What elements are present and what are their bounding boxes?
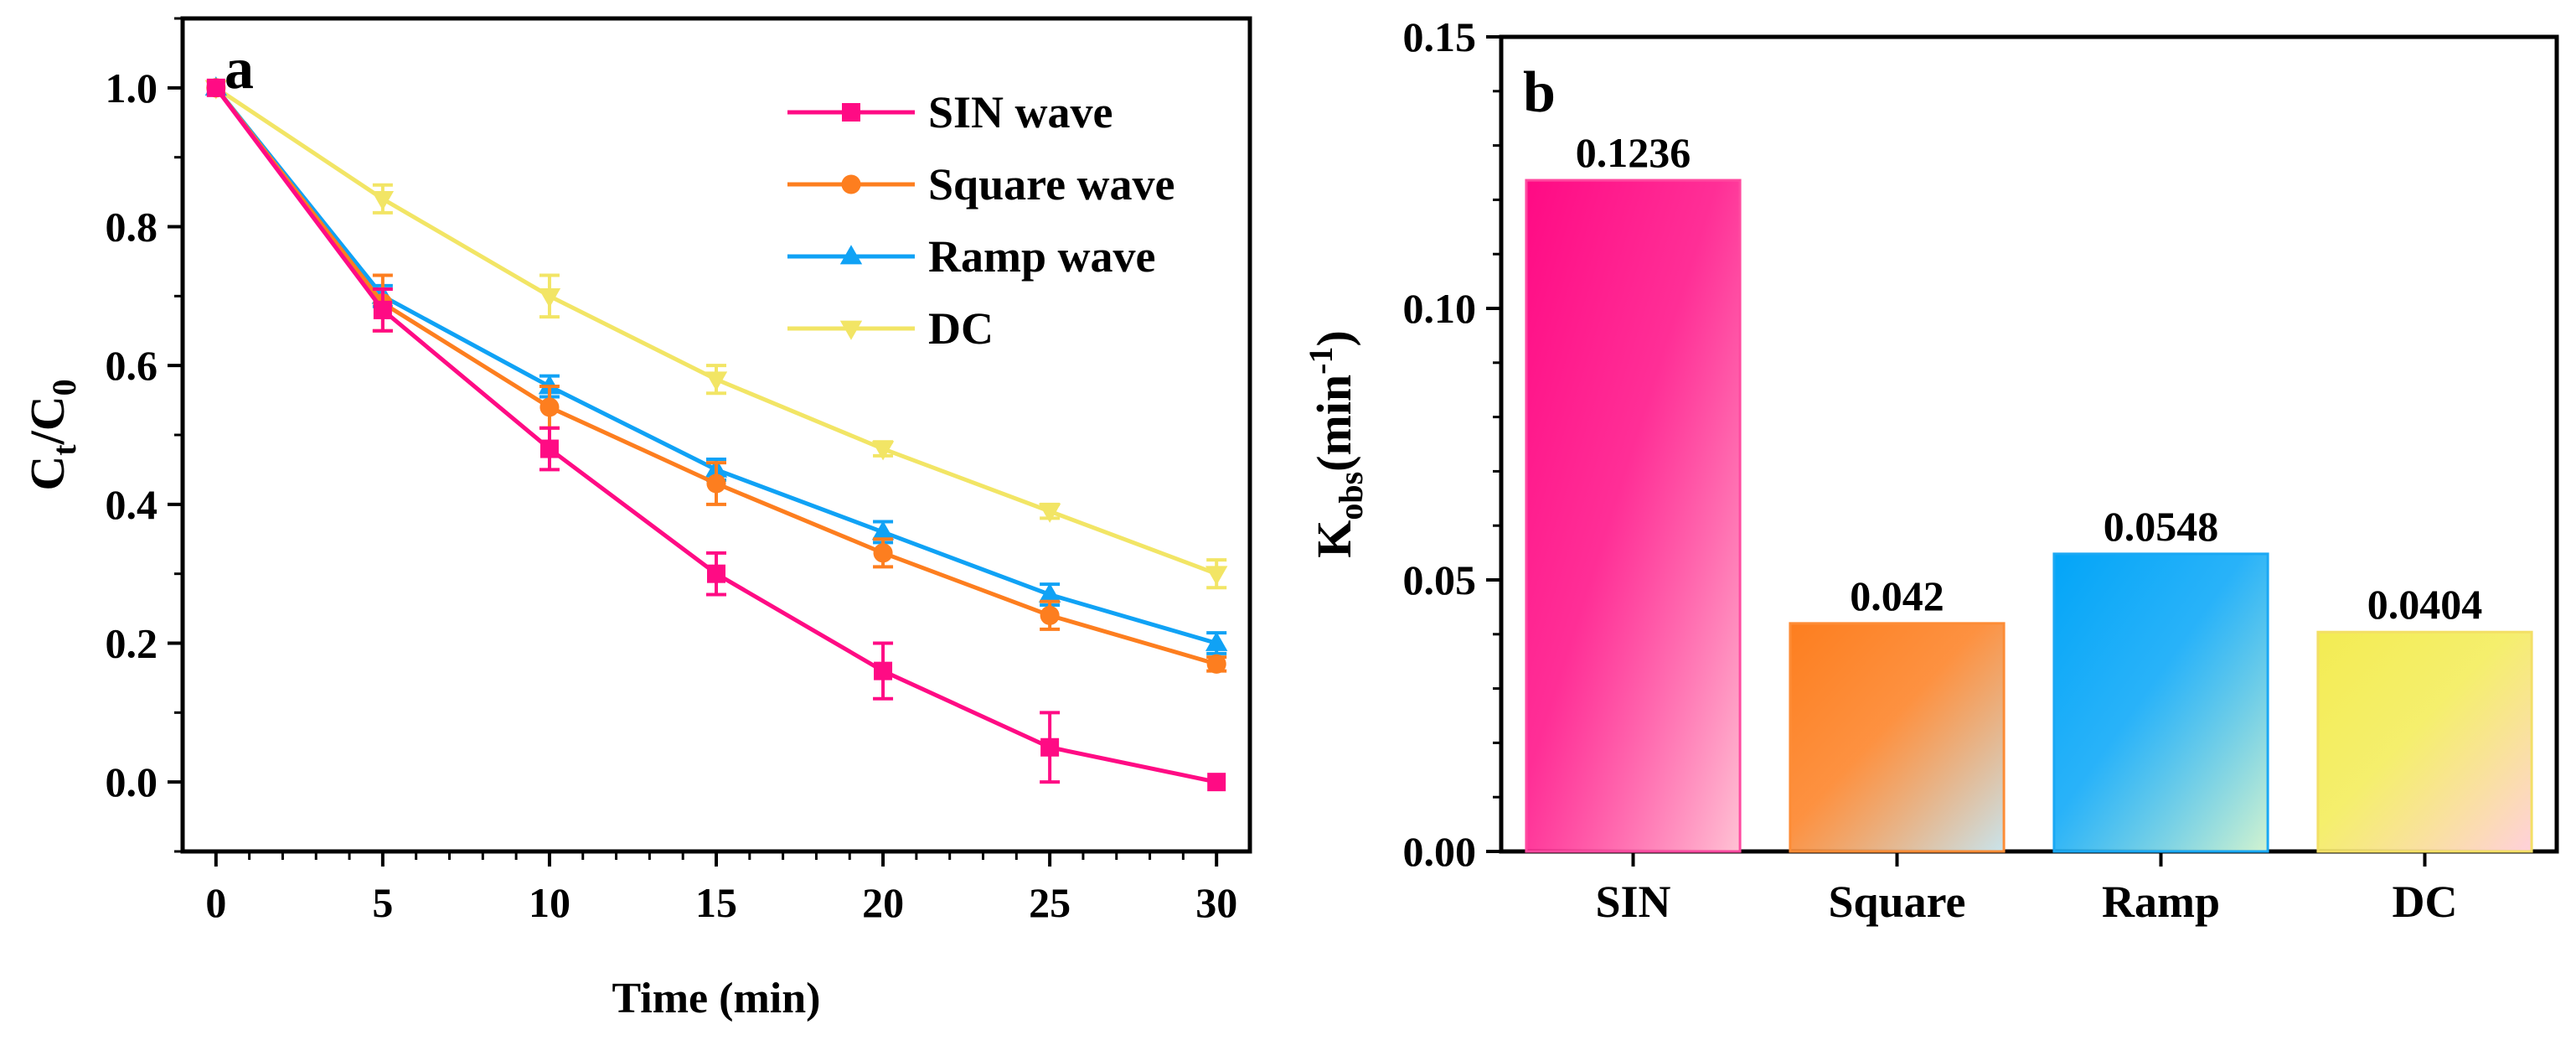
ylabel-sub-t: t [45,444,83,456]
data-marker [1206,654,1226,674]
y-tick-label: 0.00 [1403,828,1477,875]
y-tick-label: 0.0 [106,758,158,805]
x-tick-label: DC [2393,877,2458,927]
data-marker [539,397,560,417]
legend-label: Square wave [928,159,1175,210]
data-marker [871,441,895,461]
legend-entry: Square wave [787,159,1175,210]
data-marker [206,78,225,97]
data-marker [1205,566,1228,586]
y-tick-label: 0.2 [106,620,158,667]
y-tick-label: 1.0 [106,65,158,111]
ylabel-c: C [20,456,75,491]
bar-square [1789,622,2006,853]
panel-a-label: a [225,37,254,101]
data-marker [707,564,725,583]
y-tick-label: 0.05 [1403,556,1477,603]
panel-b-bars: 0.1236 0.042 0.0548 0.0404 [1525,129,2533,853]
data-marker [539,439,559,458]
data-marker [705,371,728,391]
y-tick-label: 0.6 [106,342,158,389]
y-tick-label: 0.4 [106,481,158,528]
ylabel-k: K [1307,520,1361,558]
ylabel-unit: (min [1307,375,1361,472]
bar-value-label: 0.042 [1850,572,1944,619]
x-tick-label: 30 [1195,879,1237,926]
legend-label: DC [928,303,994,354]
data-marker [871,520,895,541]
y-tick-label: 0.10 [1403,285,1477,332]
legend-entry: DC [787,303,994,354]
y-tick-label: 0.8 [106,204,158,251]
panel-a-series [204,76,1228,792]
data-marker [839,320,863,340]
data-marker [841,174,861,194]
ylabel-sup: -1 [1302,347,1340,375]
bar-value-label: 0.1236 [1576,129,1691,176]
y-tick-label: 0.15 [1403,13,1477,60]
data-marker [839,245,863,265]
data-marker [373,300,392,319]
x-tick-label: 5 [372,879,393,926]
ylabel-sub-obs: obs [1332,472,1370,520]
legend-entry: Ramp wave [787,231,1155,282]
data-marker [1207,773,1226,792]
panel-b-label: b [1523,60,1556,125]
series-dc [204,80,1228,590]
panel-a-legend: SIN wave Square wave Ramp wave DC [787,87,1175,354]
data-marker [873,543,893,563]
data-marker [1038,582,1061,603]
panel-b-y-axis-label: Kobs(min-1) [1302,330,1370,558]
data-marker [371,191,395,211]
x-tick-label: 25 [1029,879,1071,926]
bar-ramp [2052,552,2269,853]
data-marker [1040,737,1060,757]
panel-b-plot-frame [1499,34,2559,854]
panel-b-ticks: 0.00 0.05 0.10 0.15 SIN Square Ramp DC [1403,13,2458,927]
legend-label: SIN wave [928,87,1113,137]
bar-dc [2316,630,2533,853]
data-marker [538,375,561,395]
series-sin-wave [206,78,1226,792]
data-marker [1040,605,1060,625]
data-marker [1205,631,1228,651]
data-marker [538,287,561,308]
ylabel-slash-c: /C [20,396,75,445]
data-marker [706,473,726,494]
panel-a-plot-frame [180,16,1252,854]
panel-a-x-axis-label: Time (min) [612,975,821,1022]
data-marker [842,103,860,122]
panel-a-line-chart: 0 5 10 15 20 25 30 0.0 0.2 0.4 0.6 0.8 1.0 a Time (m… [20,16,1252,1022]
ylabel-sub-0: 0 [45,379,83,396]
x-tick-label: Ramp [2102,877,2220,927]
panel-a-ticks: 0 5 10 15 20 25 30 0.0 0.2 0.4 0.6 0.8 1.0 [106,17,1237,926]
bar-value-label: 0.0548 [2104,503,2219,550]
x-tick-label: SIN [1595,877,1670,927]
legend-entry: SIN wave [787,87,1113,137]
x-tick-label: 10 [529,879,570,926]
x-tick-label: 0 [205,879,226,926]
ylabel-close: ) [1307,330,1361,346]
x-tick-label: 15 [695,879,737,926]
bar-sin [1525,179,1742,853]
x-tick-label: Square [1828,877,1965,927]
x-tick-label: 20 [862,879,904,926]
data-marker [874,661,893,680]
legend-label: Ramp wave [928,231,1155,282]
data-marker [1038,503,1061,523]
bar-value-label: 0.0404 [2367,581,2483,628]
panel-a-y-axis-label: Ct/C0 [20,379,83,490]
